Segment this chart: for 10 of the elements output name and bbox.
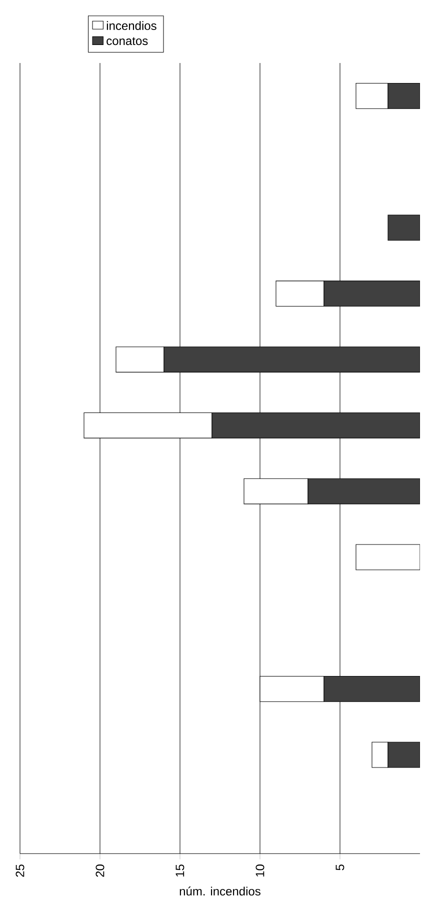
x-tick-label: 25 — [16, 864, 24, 877]
legend-label: conatos — [106, 37, 148, 46]
x-tick-label: 20 — [96, 864, 104, 877]
x-tick-label: 5 — [336, 864, 344, 870]
legend-label: incendios — [106, 21, 156, 30]
bar — [388, 214, 420, 241]
bar — [356, 544, 420, 570]
x-tick-label: 10 — [256, 864, 264, 876]
x-axis-title: núm. incendios — [180, 886, 260, 896]
x-tick-label: 15 — [176, 864, 184, 876]
